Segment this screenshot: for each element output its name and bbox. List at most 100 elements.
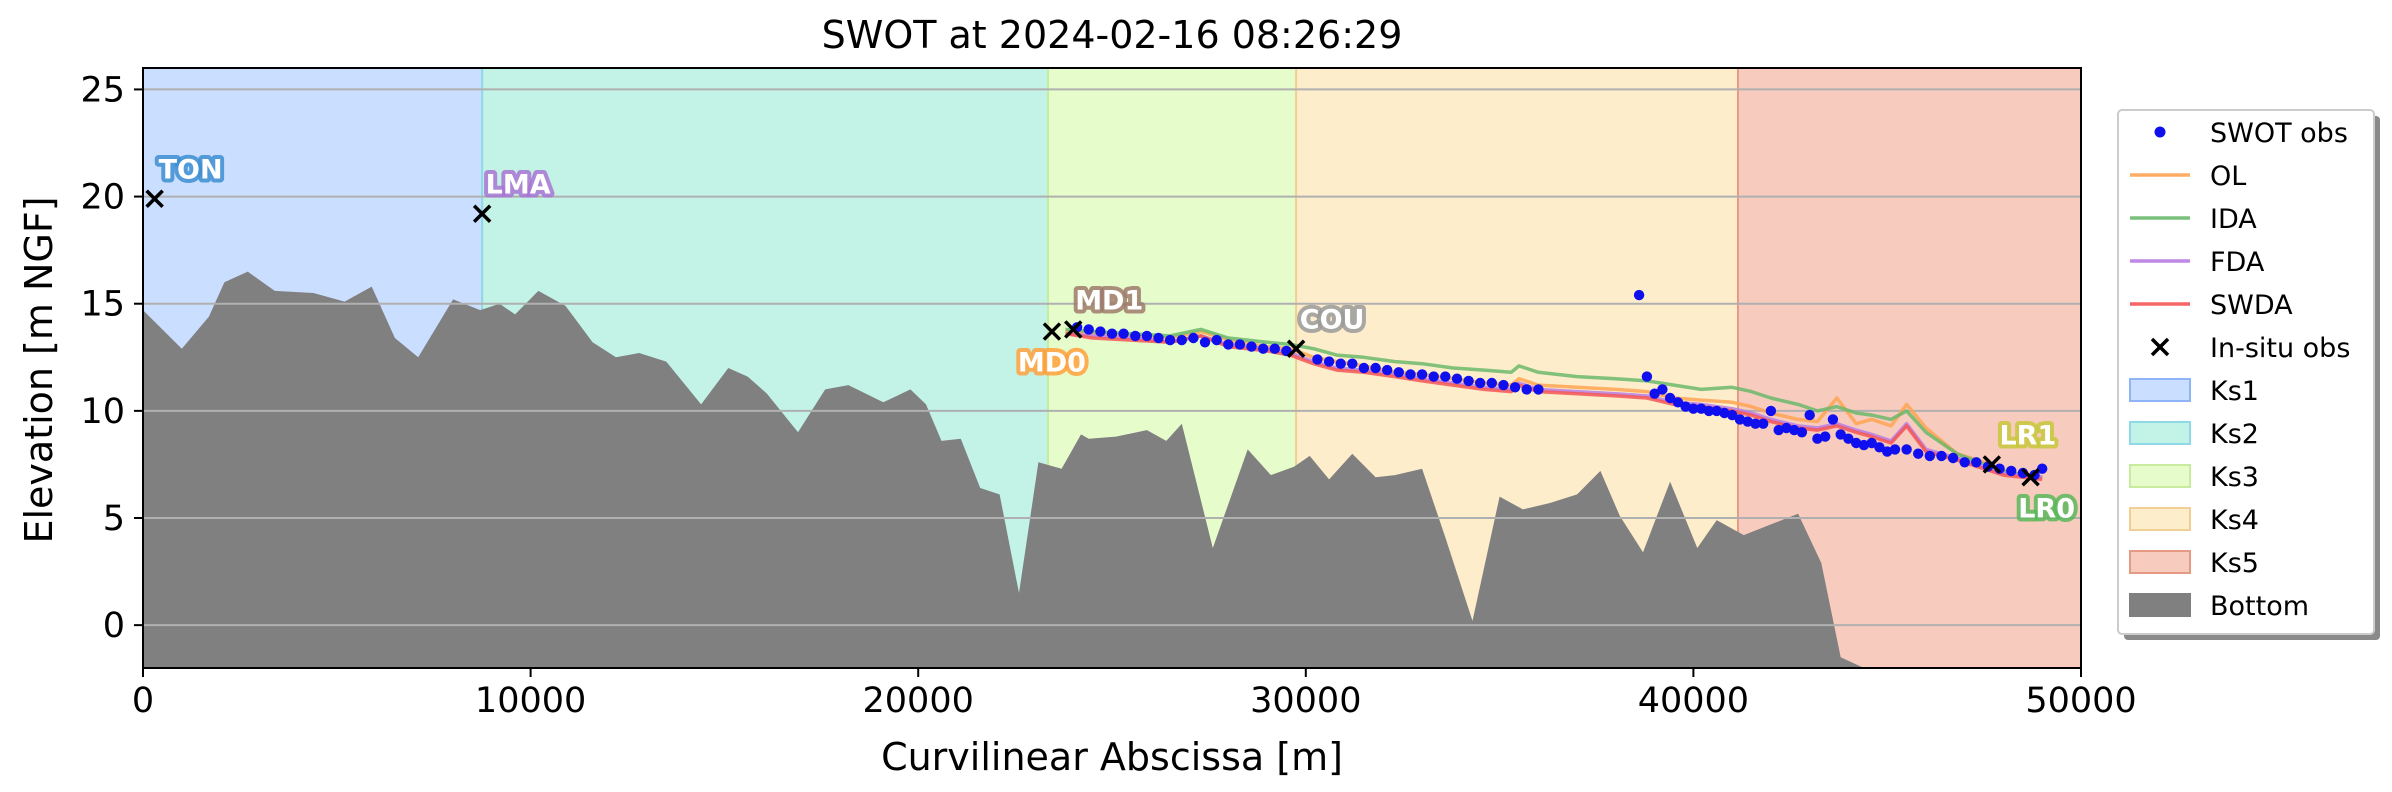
swot-obs-point xyxy=(1416,369,1428,380)
swot-obs-point xyxy=(1358,362,1370,374)
legend-swatch-patch xyxy=(2129,550,2191,574)
swot-obs-point xyxy=(1827,414,1839,425)
legend-label: Ks5 xyxy=(2210,548,2259,579)
swot-obs-point xyxy=(1796,427,1808,438)
legend-item-in-situ-obs: In-situ obs xyxy=(2150,333,2350,364)
y-tick-label: 25 xyxy=(80,70,125,110)
swot-obs-point xyxy=(1199,337,1211,348)
legend-label: Bottom xyxy=(2210,591,2309,622)
insitu-marker-stroke xyxy=(145,189,164,208)
swot-obs-point xyxy=(1971,457,1982,468)
legend-swatch-patch xyxy=(2129,507,2191,531)
swot-obs-point xyxy=(1393,367,1405,378)
swot-obs-point xyxy=(1719,407,1730,419)
station-label-lr1: LR1 xyxy=(1999,420,2056,451)
legend-item-ks5: Ks5 xyxy=(2129,548,2259,579)
swot-obs-point xyxy=(1164,334,1176,346)
swot-obs-point xyxy=(1820,431,1831,442)
swot-obs-point xyxy=(1153,332,1164,344)
swot-obs-point xyxy=(1347,358,1358,369)
swot-obs-point xyxy=(1641,371,1653,382)
insitu-marker-stroke xyxy=(1064,320,1083,339)
swot-obs-point xyxy=(1451,373,1463,384)
swot-obs-point xyxy=(1335,358,1346,369)
insitu-marker-lr0 xyxy=(2021,468,2040,487)
insitu-marker-stroke xyxy=(1982,455,2002,474)
plot-frame xyxy=(142,67,2082,669)
swot-obs-point xyxy=(1804,409,1815,421)
swot-obs-point xyxy=(1118,328,1129,339)
swot-obs-point xyxy=(1188,332,1199,344)
bottom-area xyxy=(143,271,2081,668)
x-axis-label: Curvilinear Abscissa [m] xyxy=(881,735,1343,779)
swot-obs-point xyxy=(1924,450,1936,462)
insitu-marker-md0 xyxy=(1042,322,1062,341)
swot-obs-point xyxy=(1095,326,1106,337)
swot-obs-point xyxy=(1498,379,1509,391)
swot-obs-point xyxy=(1533,384,1544,395)
swot-obs-point xyxy=(1130,330,1141,342)
swot-obs-point xyxy=(1936,450,1947,462)
swot-obs-point xyxy=(1486,377,1498,389)
swot-obs-point xyxy=(1463,375,1474,387)
swot-obs-point xyxy=(1703,405,1715,417)
swot-obs-point xyxy=(1843,433,1854,444)
swot-obs-point xyxy=(1440,371,1451,382)
swot-obs-point xyxy=(1269,343,1281,354)
legend-label: Ks3 xyxy=(2210,462,2259,493)
legend-label: OL xyxy=(2210,161,2246,192)
legend: SWOT obs OL IDA FDA SWDA In-situ obs Ks1 Ks2 Ks3… xyxy=(2117,109,2380,640)
x-tick-label: 50000 xyxy=(2025,681,2136,721)
swot-obs-point xyxy=(1428,371,1439,382)
swot-obs-point xyxy=(1083,324,1094,335)
legend-item-ks3: Ks3 xyxy=(2129,462,2259,493)
legend-label: FDA xyxy=(2210,247,2265,278)
series-line-ida xyxy=(1065,327,2043,480)
swot-obs-point xyxy=(1141,330,1153,342)
swot-obs-point xyxy=(1246,341,1257,352)
swot-obs-point xyxy=(1959,457,1970,468)
legend-item-bottom: Bottom xyxy=(2129,591,2309,622)
swot-obs-point xyxy=(1947,452,1959,464)
swot-obs-point xyxy=(1633,289,1645,301)
legend-swatch-patch xyxy=(2129,464,2191,488)
swot-obs-point xyxy=(1509,382,1521,393)
legend-label: Ks4 xyxy=(2210,505,2259,536)
swot-obs-point xyxy=(1664,392,1676,404)
insitu-marker-lr1 xyxy=(1982,455,2002,474)
legend-label: SWOT obs xyxy=(2210,118,2348,149)
y-tick-label: 0 xyxy=(103,606,125,646)
swot-obs-point xyxy=(1901,444,1912,455)
legend-label: IDA xyxy=(2210,204,2257,235)
swot-obs-point xyxy=(2006,465,2017,477)
swot-obs-point xyxy=(1913,448,1924,459)
legend-frame xyxy=(2117,109,2375,635)
plot-content xyxy=(143,68,2081,668)
legend-label: SWDA xyxy=(2210,290,2293,321)
swot-obs-point xyxy=(1765,405,1777,417)
swot-obs-point xyxy=(1874,442,1885,453)
station-label-ton: TON xyxy=(159,155,223,186)
swot-obs-point xyxy=(1889,444,1901,455)
chart-title: SWOT at 2024-02-16 08:26:29 xyxy=(822,13,1403,57)
insitu-marker-stroke xyxy=(472,204,492,223)
legend-item-ks2: Ks2 xyxy=(2129,419,2259,450)
legend-label: Ks2 xyxy=(2210,419,2259,450)
insitu-marker-stroke xyxy=(1042,322,1062,341)
legend-item-ks1: Ks1 xyxy=(2129,376,2259,407)
legend-item-ol: OL xyxy=(2130,161,2246,192)
swot-obs-point xyxy=(1688,403,1699,414)
swot-obs-point xyxy=(1781,422,1792,434)
insitu-marker-lma xyxy=(472,204,492,223)
legend-swatch-x xyxy=(2150,337,2170,357)
legend-item-ks4: Ks4 xyxy=(2129,505,2259,536)
legend-item-ida: IDA xyxy=(2130,204,2257,235)
y-tick-label: 5 xyxy=(103,499,125,539)
legend-swatch-patch xyxy=(2129,421,2191,445)
swot-obs-point xyxy=(1475,377,1486,389)
swot-obs-point xyxy=(1382,364,1393,376)
insitu-marker-ton xyxy=(145,189,164,208)
swot-obs-point xyxy=(1882,446,1893,457)
swot-obs-point xyxy=(1106,328,1118,339)
